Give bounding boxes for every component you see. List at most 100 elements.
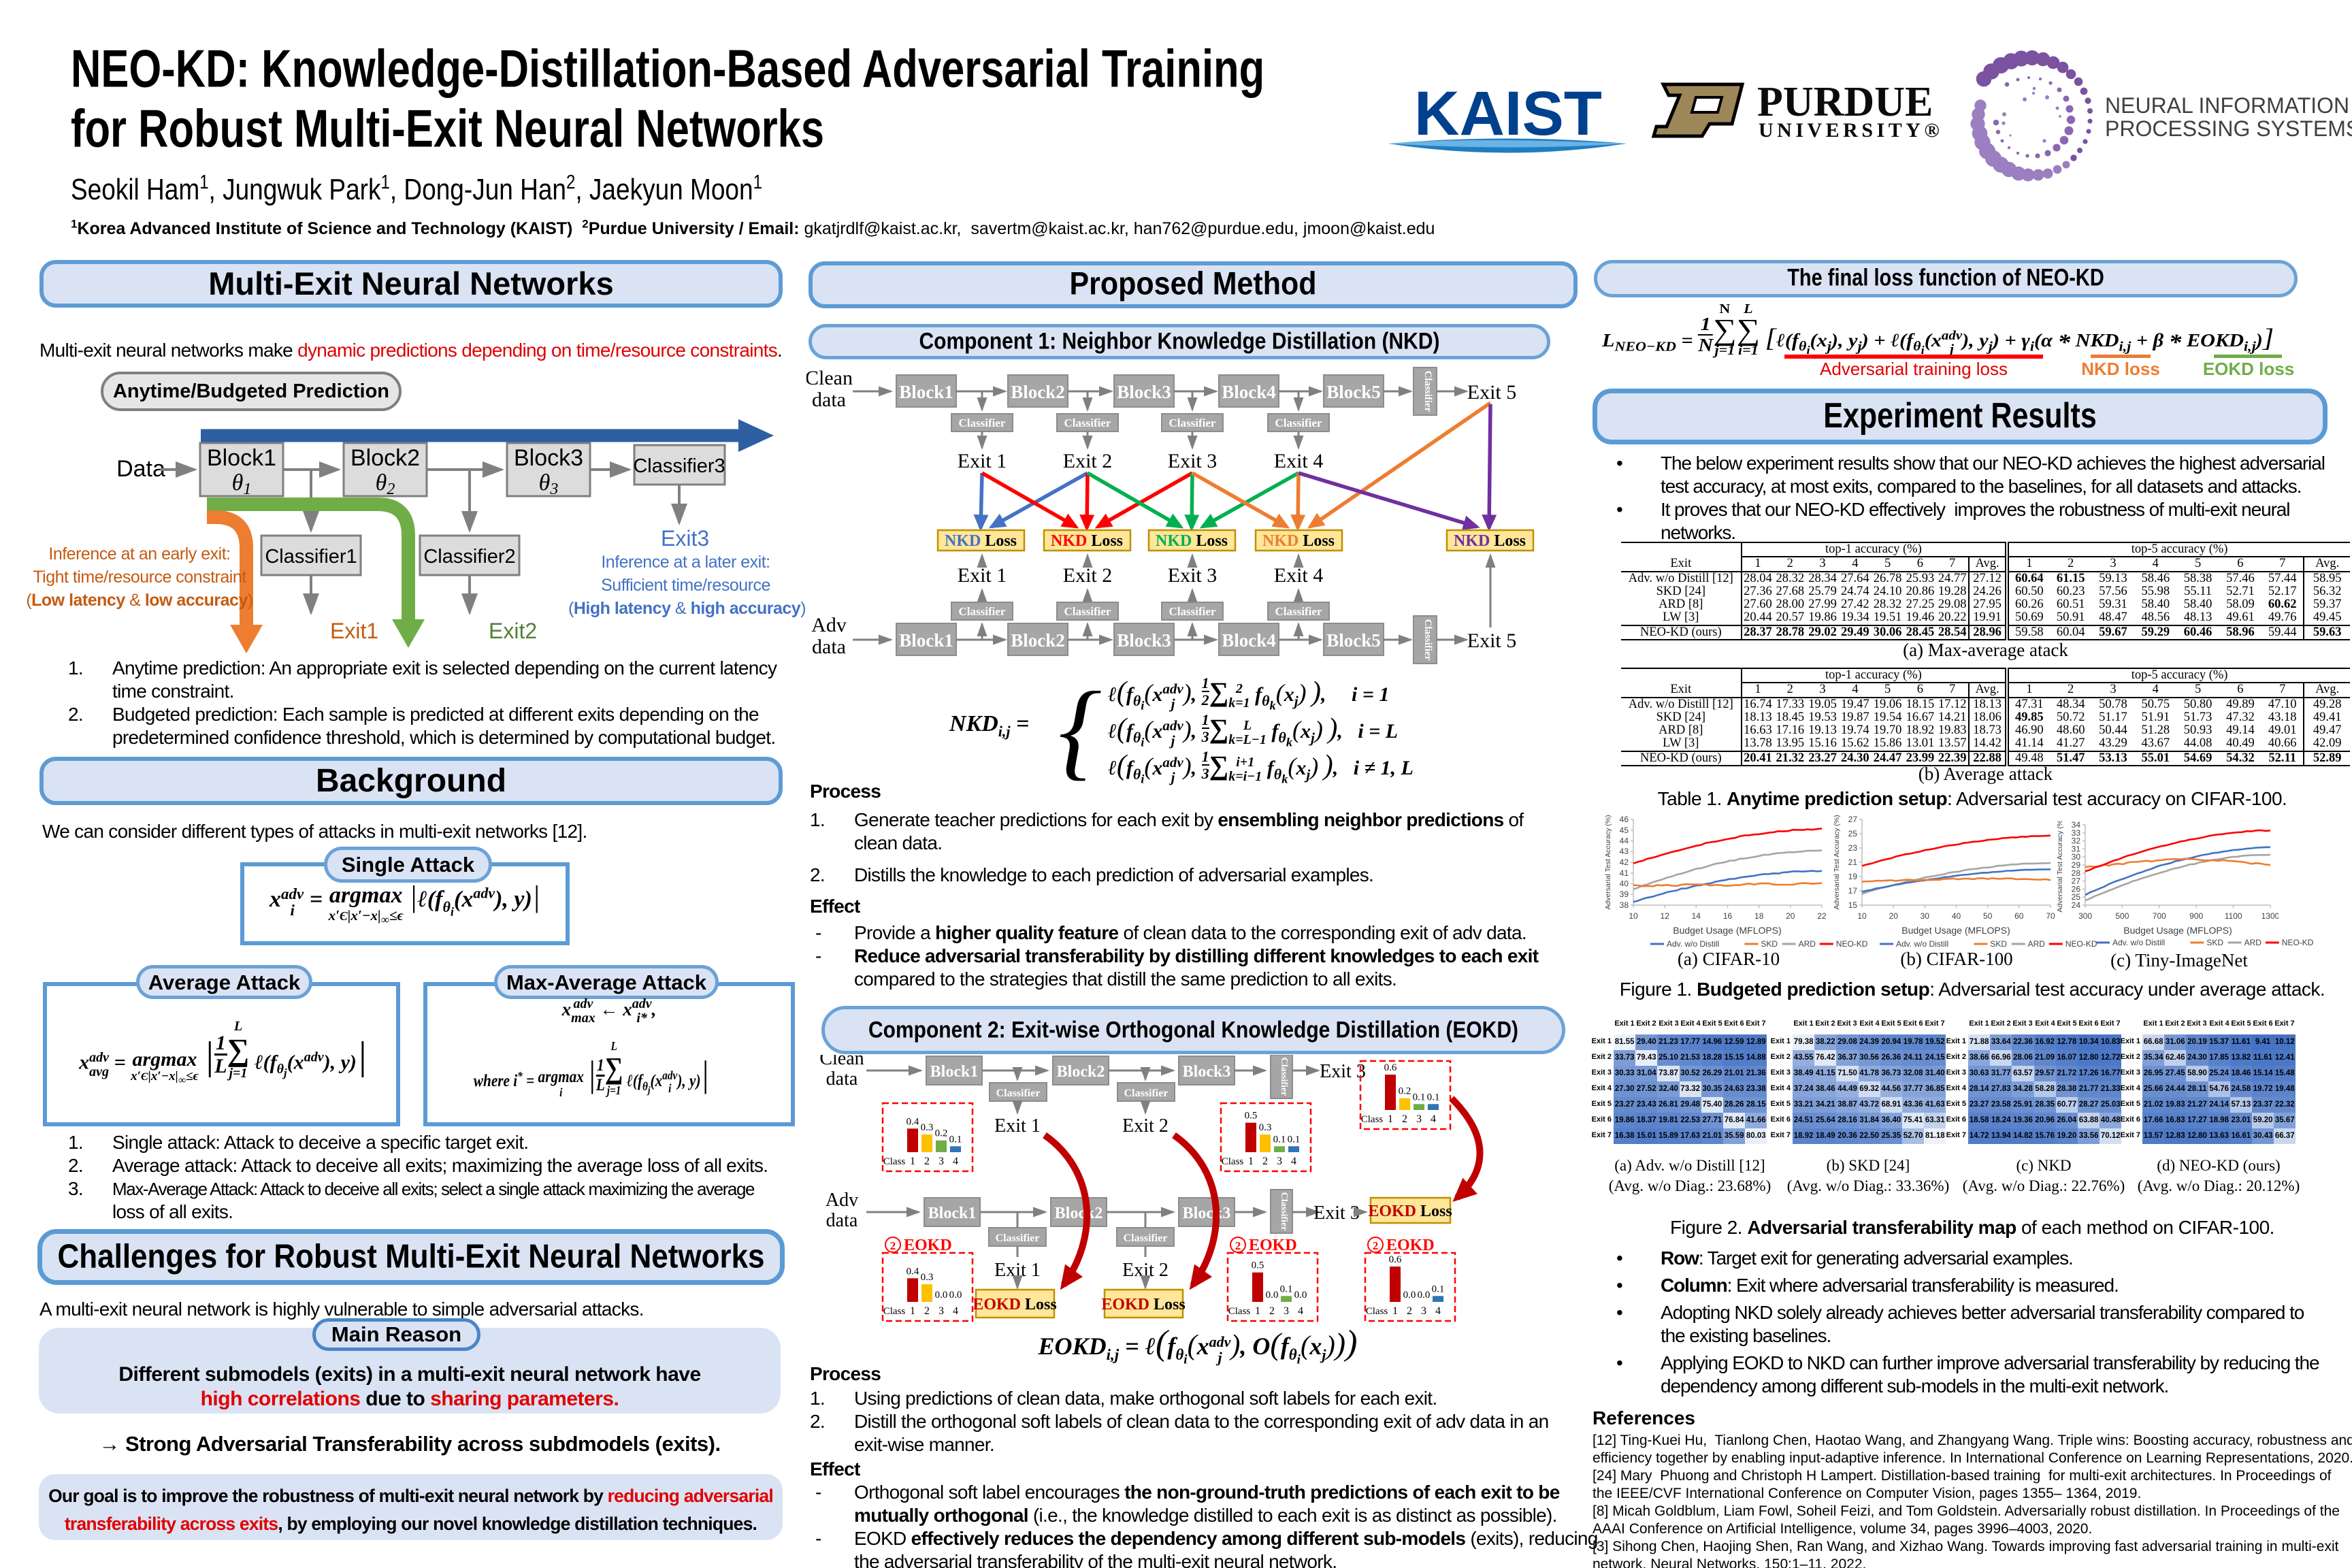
svg-text:40: 40 bbox=[1952, 911, 1961, 921]
svg-text:NEURAL INFORMATION: NEURAL INFORMATION bbox=[2105, 93, 2349, 118]
svg-text:500: 500 bbox=[2115, 911, 2129, 921]
svg-text:Classifier: Classifier bbox=[1275, 605, 1322, 618]
svg-text:Block4: Block4 bbox=[1222, 630, 1276, 651]
svg-text:0.4: 0.4 bbox=[906, 1266, 919, 1277]
svg-text:Exit 3: Exit 3 bbox=[1320, 1061, 1366, 1082]
svg-text:0.0: 0.0 bbox=[949, 1290, 962, 1301]
svg-text:Classifier: Classifier bbox=[1064, 416, 1111, 429]
svg-text:Block3: Block3 bbox=[1183, 1063, 1231, 1081]
svg-text:16: 16 bbox=[1723, 911, 1733, 921]
svg-text:data: data bbox=[826, 1068, 858, 1090]
svg-text:Class: Class bbox=[883, 1306, 906, 1317]
svg-text:Class: Class bbox=[1228, 1306, 1251, 1317]
svg-text:3: 3 bbox=[938, 1305, 944, 1317]
svg-text:Classifier: Classifier bbox=[996, 1088, 1041, 1099]
svg-text:3: 3 bbox=[938, 1156, 944, 1167]
svg-text:Block2: Block2 bbox=[1055, 1205, 1103, 1222]
svg-text:Exit 2: Exit 2 bbox=[1063, 450, 1113, 472]
svg-text:SKD: SKD bbox=[1761, 939, 1778, 949]
svg-text:0.1: 0.1 bbox=[1273, 1134, 1286, 1145]
svg-text:3: 3 bbox=[1416, 1113, 1422, 1125]
svg-text:Classifier: Classifier bbox=[1422, 371, 1433, 412]
svg-text:50: 50 bbox=[1983, 911, 1993, 921]
svg-text:Budget Usage (MFLOPS): Budget Usage (MFLOPS) bbox=[1673, 925, 1782, 936]
svg-text:38: 38 bbox=[1620, 900, 1629, 910]
svg-text:Exit 2: Exit 2 bbox=[1063, 564, 1113, 587]
svg-text:Classifier: Classifier bbox=[1064, 605, 1111, 618]
svg-text:EOKD: EOKD bbox=[1386, 1237, 1435, 1254]
svg-text:Adv. w/o Distill: Adv. w/o Distill bbox=[2112, 938, 2165, 947]
svg-text:Adversarial Test Accuracy (%): Adversarial Test Accuracy (%) bbox=[2056, 821, 2064, 913]
svg-text:2: 2 bbox=[890, 1239, 896, 1252]
svg-text:0.0: 0.0 bbox=[1418, 1290, 1431, 1301]
svg-text:1: 1 bbox=[910, 1156, 915, 1167]
svg-text:60: 60 bbox=[2014, 911, 2024, 921]
svg-text:23: 23 bbox=[1848, 843, 1858, 853]
svg-text:0.1: 0.1 bbox=[1427, 1092, 1440, 1102]
svg-text:40: 40 bbox=[1620, 879, 1629, 889]
svg-text:Exit 1: Exit 1 bbox=[958, 564, 1007, 587]
svg-text:Classifier3: Classifier3 bbox=[633, 455, 725, 477]
svg-text:18: 18 bbox=[1754, 911, 1764, 921]
svg-text:15: 15 bbox=[1848, 900, 1858, 910]
svg-text:22: 22 bbox=[1817, 911, 1827, 921]
svg-text:EOKD Loss: EOKD Loss bbox=[973, 1296, 1056, 1313]
svg-text:PROCESSING SYSTEMS: PROCESSING SYSTEMS bbox=[2105, 116, 2352, 141]
svg-text:ARD: ARD bbox=[2028, 939, 2046, 949]
svg-text:0.3: 0.3 bbox=[1259, 1122, 1272, 1133]
svg-text:data: data bbox=[812, 636, 846, 658]
svg-text:Adv. w/o Distill: Adv. w/o Distill bbox=[1896, 939, 1948, 949]
svg-text:20: 20 bbox=[1786, 911, 1795, 921]
svg-text:Clean: Clean bbox=[819, 1055, 864, 1069]
svg-text:2: 2 bbox=[924, 1305, 930, 1317]
svg-text:27: 27 bbox=[2072, 877, 2081, 886]
svg-text:24: 24 bbox=[2072, 900, 2081, 910]
svg-text:43: 43 bbox=[1620, 847, 1629, 856]
svg-text:NEO-KD: NEO-KD bbox=[2065, 939, 2097, 949]
svg-text:4: 4 bbox=[953, 1305, 958, 1317]
svg-text:0.1: 0.1 bbox=[949, 1134, 962, 1145]
svg-text:Class: Class bbox=[1366, 1306, 1388, 1317]
svg-text:Block1: Block1 bbox=[928, 1205, 977, 1222]
svg-text:Block3: Block3 bbox=[1117, 630, 1171, 651]
svg-text:Block2: Block2 bbox=[350, 445, 420, 471]
svg-text:Exit 2: Exit 2 bbox=[1122, 1260, 1169, 1281]
svg-text:Classifier1: Classifier1 bbox=[265, 546, 357, 568]
svg-text:2: 2 bbox=[1407, 1305, 1412, 1317]
svg-text:EOKD Loss: EOKD Loss bbox=[1368, 1203, 1452, 1220]
svg-text:0.2: 0.2 bbox=[1399, 1086, 1411, 1097]
svg-text:0.2: 0.2 bbox=[935, 1128, 948, 1139]
svg-text:NEO-KD: NEO-KD bbox=[1836, 939, 1868, 949]
svg-text:SKD: SKD bbox=[2206, 938, 2223, 947]
svg-text:1: 1 bbox=[1248, 1156, 1254, 1167]
svg-text:EOKD Loss: EOKD Loss bbox=[1101, 1296, 1185, 1313]
svg-text:NKD Loss: NKD Loss bbox=[1051, 532, 1123, 550]
svg-text:2: 2 bbox=[1262, 1156, 1268, 1167]
svg-text:28: 28 bbox=[2072, 868, 2081, 878]
svg-text:Exit 5: Exit 5 bbox=[1467, 630, 1517, 652]
svg-text:ARD: ARD bbox=[2244, 938, 2262, 947]
svg-text:3: 3 bbox=[1277, 1156, 1282, 1167]
svg-text:300: 300 bbox=[2078, 911, 2092, 921]
svg-text:Adv: Adv bbox=[811, 614, 847, 636]
svg-text:34: 34 bbox=[2072, 821, 2081, 830]
svg-text:Clean: Clean bbox=[806, 367, 853, 389]
svg-text:Exit 5: Exit 5 bbox=[1467, 381, 1517, 404]
svg-text:4: 4 bbox=[1431, 1113, 1436, 1125]
svg-text:Class: Class bbox=[1361, 1114, 1384, 1125]
svg-text:Exit1: Exit1 bbox=[330, 619, 378, 643]
svg-text:10: 10 bbox=[1857, 911, 1867, 921]
svg-text:3: 3 bbox=[1284, 1305, 1289, 1317]
svg-text:Adv. w/o Distill: Adv. w/o Distill bbox=[1667, 939, 1719, 949]
svg-text:Adv: Adv bbox=[826, 1190, 858, 1211]
svg-text:10: 10 bbox=[1629, 911, 1638, 921]
svg-text:Exit 3: Exit 3 bbox=[1313, 1203, 1360, 1224]
svg-text:EOKD: EOKD bbox=[904, 1237, 952, 1254]
svg-text:0.1: 0.1 bbox=[1432, 1284, 1445, 1294]
svg-text:44: 44 bbox=[1620, 836, 1629, 846]
svg-text:1300: 1300 bbox=[2261, 911, 2278, 921]
svg-text:Block2: Block2 bbox=[1011, 630, 1065, 651]
svg-text:26: 26 bbox=[2072, 884, 2081, 894]
svg-text:0.5: 0.5 bbox=[1252, 1260, 1264, 1271]
svg-text:Classifier: Classifier bbox=[1422, 619, 1433, 661]
